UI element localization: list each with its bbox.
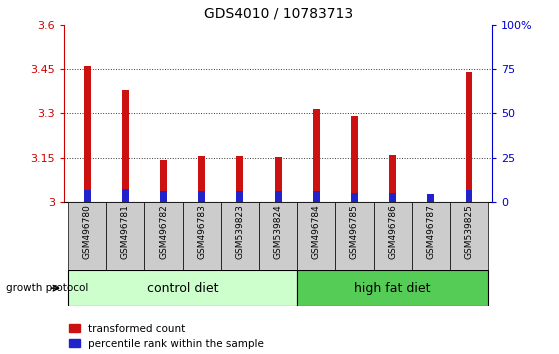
Text: GSM496782: GSM496782 xyxy=(159,205,168,259)
Text: control diet: control diet xyxy=(147,282,219,295)
Bar xyxy=(274,192,282,202)
Bar xyxy=(450,202,488,270)
Bar xyxy=(160,192,167,202)
Text: GSM539823: GSM539823 xyxy=(235,205,244,259)
Bar xyxy=(389,193,396,202)
Bar xyxy=(389,155,396,202)
Bar xyxy=(351,116,358,202)
Text: GSM496786: GSM496786 xyxy=(388,205,397,259)
Bar xyxy=(144,202,183,270)
Text: GSM496781: GSM496781 xyxy=(121,205,130,259)
Text: high fat diet: high fat diet xyxy=(354,282,431,295)
Text: GSM496785: GSM496785 xyxy=(350,205,359,259)
Bar xyxy=(297,202,335,270)
Text: GSM496780: GSM496780 xyxy=(83,205,92,259)
Bar xyxy=(68,270,297,306)
Text: GSM496784: GSM496784 xyxy=(312,205,321,259)
Text: GSM496787: GSM496787 xyxy=(427,205,435,259)
Bar xyxy=(84,190,91,202)
Bar xyxy=(198,156,205,202)
Bar xyxy=(466,72,472,202)
Bar xyxy=(259,202,297,270)
Bar xyxy=(84,66,91,202)
Bar xyxy=(122,189,129,202)
Text: growth protocol: growth protocol xyxy=(6,283,88,293)
Bar xyxy=(236,156,243,202)
Bar xyxy=(466,190,472,202)
Text: GSM496783: GSM496783 xyxy=(197,205,206,259)
Bar xyxy=(428,194,434,202)
Bar xyxy=(106,202,144,270)
Bar xyxy=(412,202,450,270)
Bar xyxy=(373,202,412,270)
Bar xyxy=(274,157,282,202)
Text: GSM539825: GSM539825 xyxy=(465,205,473,259)
Bar xyxy=(313,192,320,202)
Bar xyxy=(351,193,358,202)
Bar xyxy=(198,192,205,202)
Title: GDS4010 / 10783713: GDS4010 / 10783713 xyxy=(203,7,353,21)
Bar xyxy=(236,192,243,202)
Bar xyxy=(160,160,167,202)
Bar xyxy=(313,109,320,202)
Bar xyxy=(335,202,373,270)
Legend: transformed count, percentile rank within the sample: transformed count, percentile rank withi… xyxy=(69,324,264,349)
Bar xyxy=(68,202,106,270)
Bar xyxy=(183,202,221,270)
Text: GSM539824: GSM539824 xyxy=(273,205,283,259)
Bar xyxy=(428,199,434,202)
Bar xyxy=(297,270,488,306)
Bar xyxy=(221,202,259,270)
Bar xyxy=(122,90,129,202)
